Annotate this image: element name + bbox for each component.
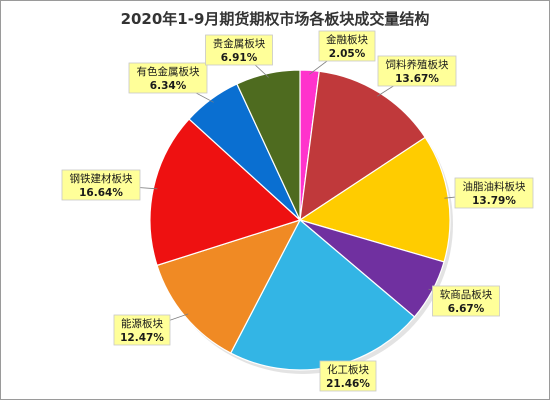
slice-label-3: 软商品板块 6.67% (432, 285, 500, 317)
label-box (432, 285, 500, 317)
label-box (319, 360, 377, 392)
label-box (377, 55, 457, 87)
slice-name-label: 油脂油料板块 (463, 180, 526, 193)
slice-name-label: 钢铁建材板块 (70, 172, 133, 185)
slice-name-label: 饲料养殖板块 (386, 58, 449, 71)
slice-value-label: 12.47% (120, 332, 164, 344)
slice-label-2: 油脂油料板块 13.79% (454, 177, 534, 209)
label-box (61, 169, 141, 201)
slice-value-label: 13.79% (472, 195, 516, 207)
slice-label-7: 有色金属板块 6.34% (128, 62, 208, 94)
slice-name-label: 有色金属板块 (137, 65, 200, 78)
label-box (128, 62, 208, 94)
label-box (113, 314, 171, 346)
slice-label-0: 金融板块 2.05% (318, 30, 376, 62)
slice-label-5: 能源板块 12.47% (113, 314, 171, 346)
slice-value-label: 13.67% (395, 73, 439, 85)
slice-label-4: 化工板块 21.46% (319, 360, 377, 392)
slice-value-label: 21.46% (326, 378, 370, 390)
slice-label-6: 钢铁建材板块 16.64% (61, 169, 141, 201)
pie-slice-5 (156, 218, 302, 354)
slice-value-label: 6.67% (448, 303, 485, 315)
slice-name-label: 金融板块 (326, 33, 368, 46)
slice-value-label: 6.91% (221, 52, 258, 64)
label-box (318, 30, 376, 62)
pie-slice-6 (149, 118, 302, 267)
slice-name-label: 贵金属板块 (213, 37, 266, 50)
slice-value-label: 6.34% (150, 80, 187, 92)
slice-value-label: 2.05% (329, 48, 366, 60)
slice-label-1: 饲料养殖板块 13.67% (377, 55, 457, 87)
label-box (205, 34, 273, 66)
pie-slice-1 (299, 70, 427, 222)
label-box (454, 177, 534, 209)
slice-name-label: 化工板块 (327, 363, 369, 376)
slice-value-label: 16.64% (79, 187, 123, 199)
slice-label-8: 贵金属板块 6.91% (205, 34, 273, 66)
slice-name-label: 软商品板块 (440, 288, 493, 301)
slice-name-label: 能源板块 (121, 317, 163, 330)
pie-slice-8 (236, 69, 301, 221)
chart-title: 2020年1-9月期货期权市场各板块成交量结构 (120, 10, 430, 28)
